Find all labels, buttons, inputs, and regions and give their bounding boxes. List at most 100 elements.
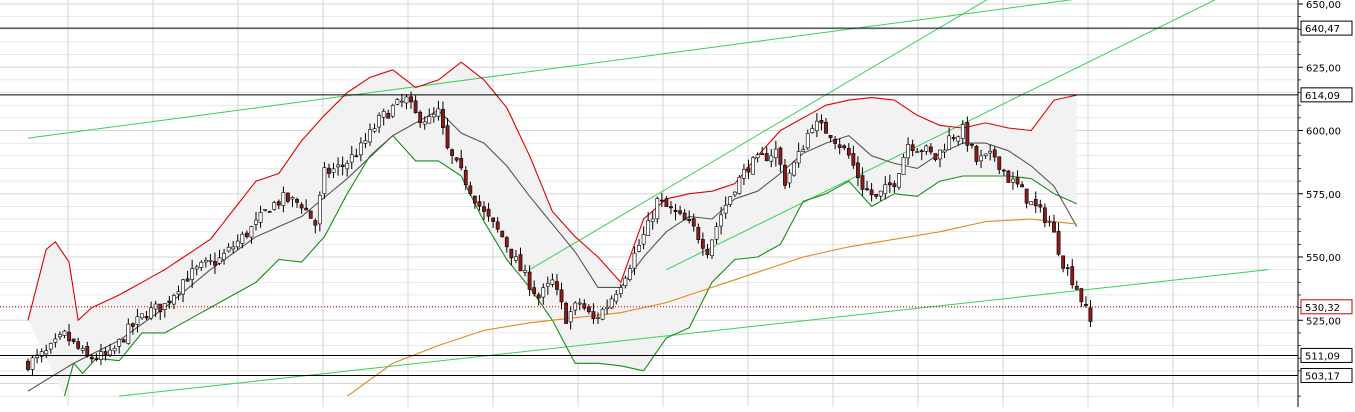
bollinger-upper-line	[27, 61, 1077, 322]
candle-body	[331, 168, 336, 173]
candle-body	[965, 122, 970, 146]
candle-body	[185, 278, 190, 282]
candle-body	[468, 185, 473, 195]
candle-body	[787, 172, 792, 184]
candle-body	[842, 145, 847, 149]
candle-body	[71, 338, 76, 342]
candle-body	[1065, 267, 1070, 269]
candle-body	[846, 148, 851, 156]
candle-body	[678, 210, 682, 214]
axis-tick-label: 625,00	[1306, 63, 1341, 74]
candle-body	[600, 308, 605, 320]
trendline	[529, 0, 988, 271]
candle-body	[327, 167, 331, 174]
candle-body	[824, 121, 828, 134]
candle-body	[363, 140, 368, 144]
candle-body	[637, 244, 641, 252]
candle-body	[477, 201, 482, 207]
candle-body	[217, 257, 222, 264]
candle-body	[928, 146, 933, 153]
bollinger-lower-line	[63, 134, 1078, 397]
candle-body	[144, 316, 149, 319]
candle-body	[103, 351, 108, 355]
candle-body	[441, 109, 445, 128]
candle-body	[938, 149, 942, 160]
candle-body	[783, 164, 787, 186]
level-label-box	[1300, 347, 1353, 363]
candle-body	[80, 348, 85, 351]
candle-body	[436, 108, 441, 117]
candle-body	[1011, 178, 1015, 183]
candle-body	[856, 162, 860, 179]
candle-body	[482, 206, 486, 212]
candle-body	[691, 218, 696, 227]
candle-body	[805, 133, 810, 149]
candle-body	[819, 120, 824, 124]
candle-body	[400, 100, 404, 103]
candle-body	[431, 113, 436, 118]
candle-body	[199, 261, 204, 268]
candle-body	[910, 144, 915, 152]
candle-body	[26, 360, 30, 370]
axis-tick-label: 650,00	[1306, 0, 1341, 11]
candle-body	[892, 183, 897, 188]
candle-body	[108, 349, 112, 356]
candle-body	[149, 307, 154, 319]
candle-body	[295, 199, 299, 203]
candle-body	[983, 153, 988, 157]
candle-body	[956, 136, 961, 142]
candle-body	[386, 112, 391, 119]
candle-body	[714, 226, 719, 240]
candle-body	[664, 198, 669, 207]
candles	[26, 91, 1093, 377]
candle-body	[1029, 201, 1034, 206]
candle-body	[203, 260, 208, 263]
candle-body	[828, 135, 833, 139]
candle-body	[427, 116, 432, 124]
candle-body	[523, 270, 527, 273]
candle-body	[532, 287, 537, 294]
candle-body	[290, 197, 295, 200]
candle-body	[67, 331, 71, 342]
level-label: 640,47	[1305, 24, 1340, 35]
candle-body	[1061, 255, 1066, 269]
candle-body	[586, 306, 591, 313]
candle-body	[559, 289, 564, 303]
candle-body	[719, 214, 724, 227]
candle-body	[988, 150, 993, 154]
candle-body	[655, 198, 660, 220]
candle-body	[869, 189, 874, 196]
candle-body	[545, 283, 550, 287]
candle-body	[915, 151, 920, 153]
candle-body	[755, 154, 760, 159]
candle-body	[901, 157, 906, 175]
candle-body	[372, 128, 377, 132]
candle-body	[582, 303, 587, 309]
level-label-box	[1300, 87, 1353, 103]
candle-body	[117, 338, 122, 347]
candle-body	[518, 254, 523, 272]
candle-body	[472, 195, 477, 204]
candle-body	[121, 339, 126, 343]
candle-body	[659, 199, 664, 202]
candle-body	[577, 302, 582, 305]
candle-body	[176, 291, 181, 295]
candle-body	[906, 144, 910, 159]
axis-tick-label: 550,00	[1306, 253, 1341, 264]
candle-body	[696, 227, 701, 241]
axis-tick-label: 600,00	[1306, 127, 1341, 138]
candle-body	[865, 188, 869, 191]
bollinger-band-fill	[28, 62, 1077, 397]
candle-body	[418, 111, 423, 124]
candle-body	[395, 99, 400, 105]
candle-body	[181, 279, 185, 295]
candle-body	[605, 306, 610, 309]
level-label: 503,17	[1305, 371, 1340, 382]
candle-body	[509, 248, 514, 259]
candle-body	[878, 190, 883, 197]
candle-body	[58, 334, 62, 338]
candle-body	[951, 137, 956, 140]
level-label-box	[1300, 299, 1353, 315]
candle-body	[705, 249, 710, 255]
